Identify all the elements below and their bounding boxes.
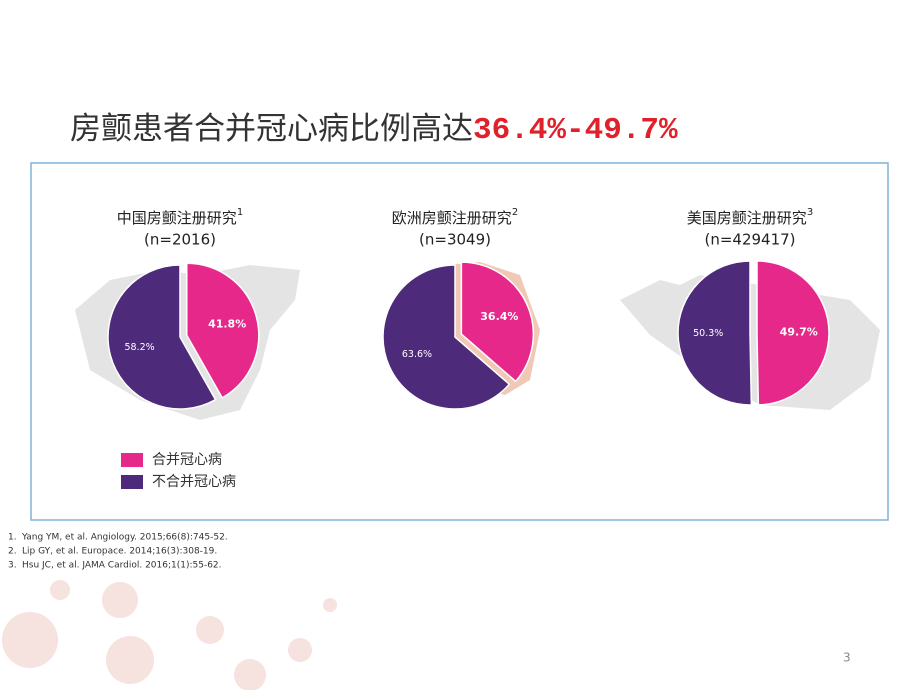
reference-text: Yang YM, et al. Angiology. 2015;66(8):74…: [21, 533, 228, 543]
chart-title-text: 欧洲房颤注册研究: [392, 209, 512, 227]
chart-title-note: 1: [237, 207, 243, 218]
chart-title-text: 中国房颤注册研究: [117, 209, 237, 227]
pie-chart: 美国房颤注册研究3 (n=429417) 49.7% 50.3%: [677, 207, 830, 406]
pie-slice: [460, 261, 535, 383]
references: 1. Yang YM, et al. Angiology. 2015;66(8):…: [8, 533, 228, 571]
legend-label: 合并冠心病: [152, 452, 222, 468]
reference-number: 3.: [8, 561, 17, 571]
value-label: 49.7%: [780, 326, 818, 339]
chart-subtitle: (n=429417): [704, 231, 795, 249]
pie-chart: 中国房颤注册研究1 (n=2016) 41.8% 58.2%: [107, 207, 260, 410]
reference-text: Lip GY, et al. Europace. 2014;16(3):308-…: [22, 547, 217, 557]
pie-slice: [186, 262, 260, 399]
value-label: 63.6%: [402, 349, 432, 360]
page-number: 3: [843, 651, 851, 665]
value-label: 58.2%: [125, 342, 155, 353]
pie-slice: [756, 260, 830, 406]
value-label: 41.8%: [208, 318, 246, 331]
chart-title: 美国房颤注册研究3: [687, 207, 813, 227]
chart-subtitle: (n=2016): [144, 231, 216, 249]
value-label: 50.3%: [693, 328, 723, 339]
value-label: 36.4%: [480, 310, 518, 323]
chart-title: 欧洲房颤注册研究2: [392, 207, 518, 227]
decoration: [2, 580, 337, 690]
pie-slice: [382, 264, 511, 410]
chart-title-note: 3: [807, 207, 813, 218]
chart-title: 中国房颤注册研究1: [117, 207, 243, 227]
reference-text: Hsu JC, et al. JAMA Cardiol. 2016;1(1):5…: [22, 561, 222, 571]
chart-title-note: 2: [512, 207, 518, 218]
legend-swatch: [121, 453, 143, 467]
reference-number: 1.: [8, 533, 17, 543]
chart-title-text: 美国房颤注册研究: [687, 209, 807, 227]
slide-title: 房颤患者合并冠心病比例高达36.4%-49.7%: [70, 111, 678, 149]
panel-border: [30, 162, 889, 521]
legend-label: 不合并冠心病: [152, 474, 236, 490]
pie-chart: 欧洲房颤注册研究2 (n=3049) 36.4% 63.6%: [382, 207, 535, 410]
pie-slice: [677, 260, 753, 406]
pie-slice: [107, 264, 217, 410]
charts: 中国房颤注册研究1 (n=2016) 41.8% 58.2% 欧洲房颤注册研究2 (n=3…: [107, 207, 830, 410]
chart-subtitle: (n=3049): [419, 231, 491, 249]
reference-number: 2.: [8, 547, 17, 557]
legend-swatch: [121, 475, 143, 489]
